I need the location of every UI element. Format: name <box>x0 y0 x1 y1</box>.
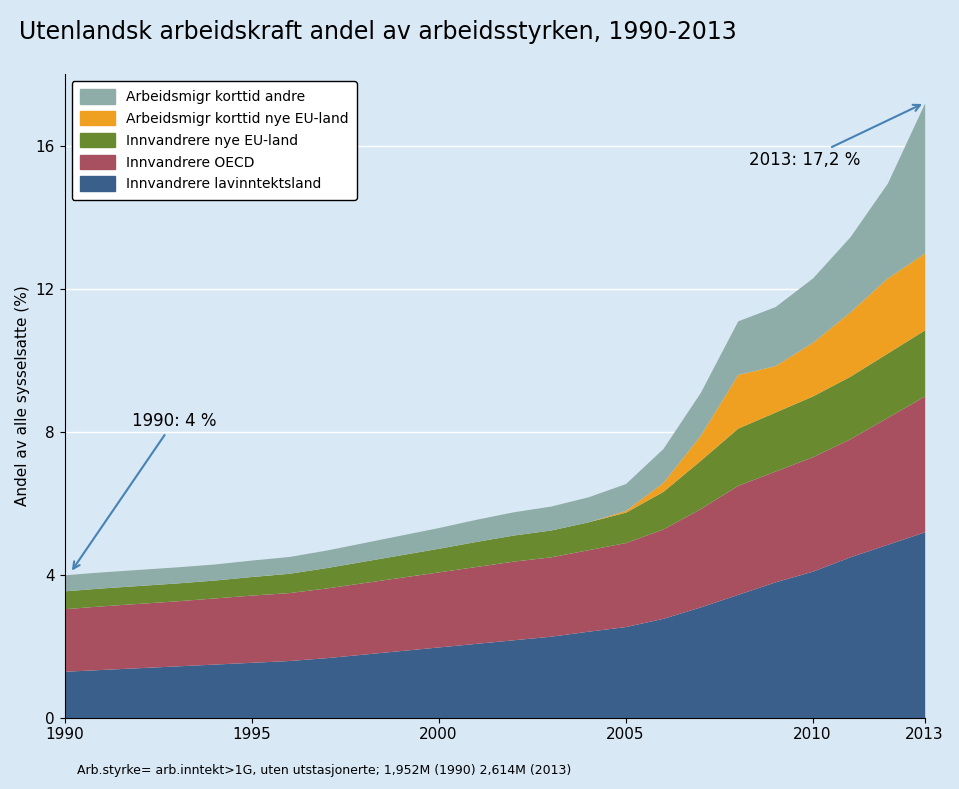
Text: 2013: 17,2 %: 2013: 17,2 % <box>749 105 920 169</box>
Y-axis label: Andel av alle sysselsatte (%): Andel av alle sysselsatte (%) <box>15 286 30 507</box>
Text: 1990: 4 %: 1990: 4 % <box>73 412 217 569</box>
Text: Arb.styrke= arb.inntekt>1G, uten utstasjonerte; 1,952M (1990) 2,614M (2013): Arb.styrke= arb.inntekt>1G, uten utstasj… <box>77 765 571 777</box>
Text: Utenlandsk arbeidskraft andel av arbeidsstyrken, 1990-2013: Utenlandsk arbeidskraft andel av arbeids… <box>19 20 737 43</box>
Legend: Arbeidsmigr korttid andre, Arbeidsmigr korttid nye EU-land, Innvandrere nye EU-l: Arbeidsmigr korttid andre, Arbeidsmigr k… <box>72 81 357 200</box>
